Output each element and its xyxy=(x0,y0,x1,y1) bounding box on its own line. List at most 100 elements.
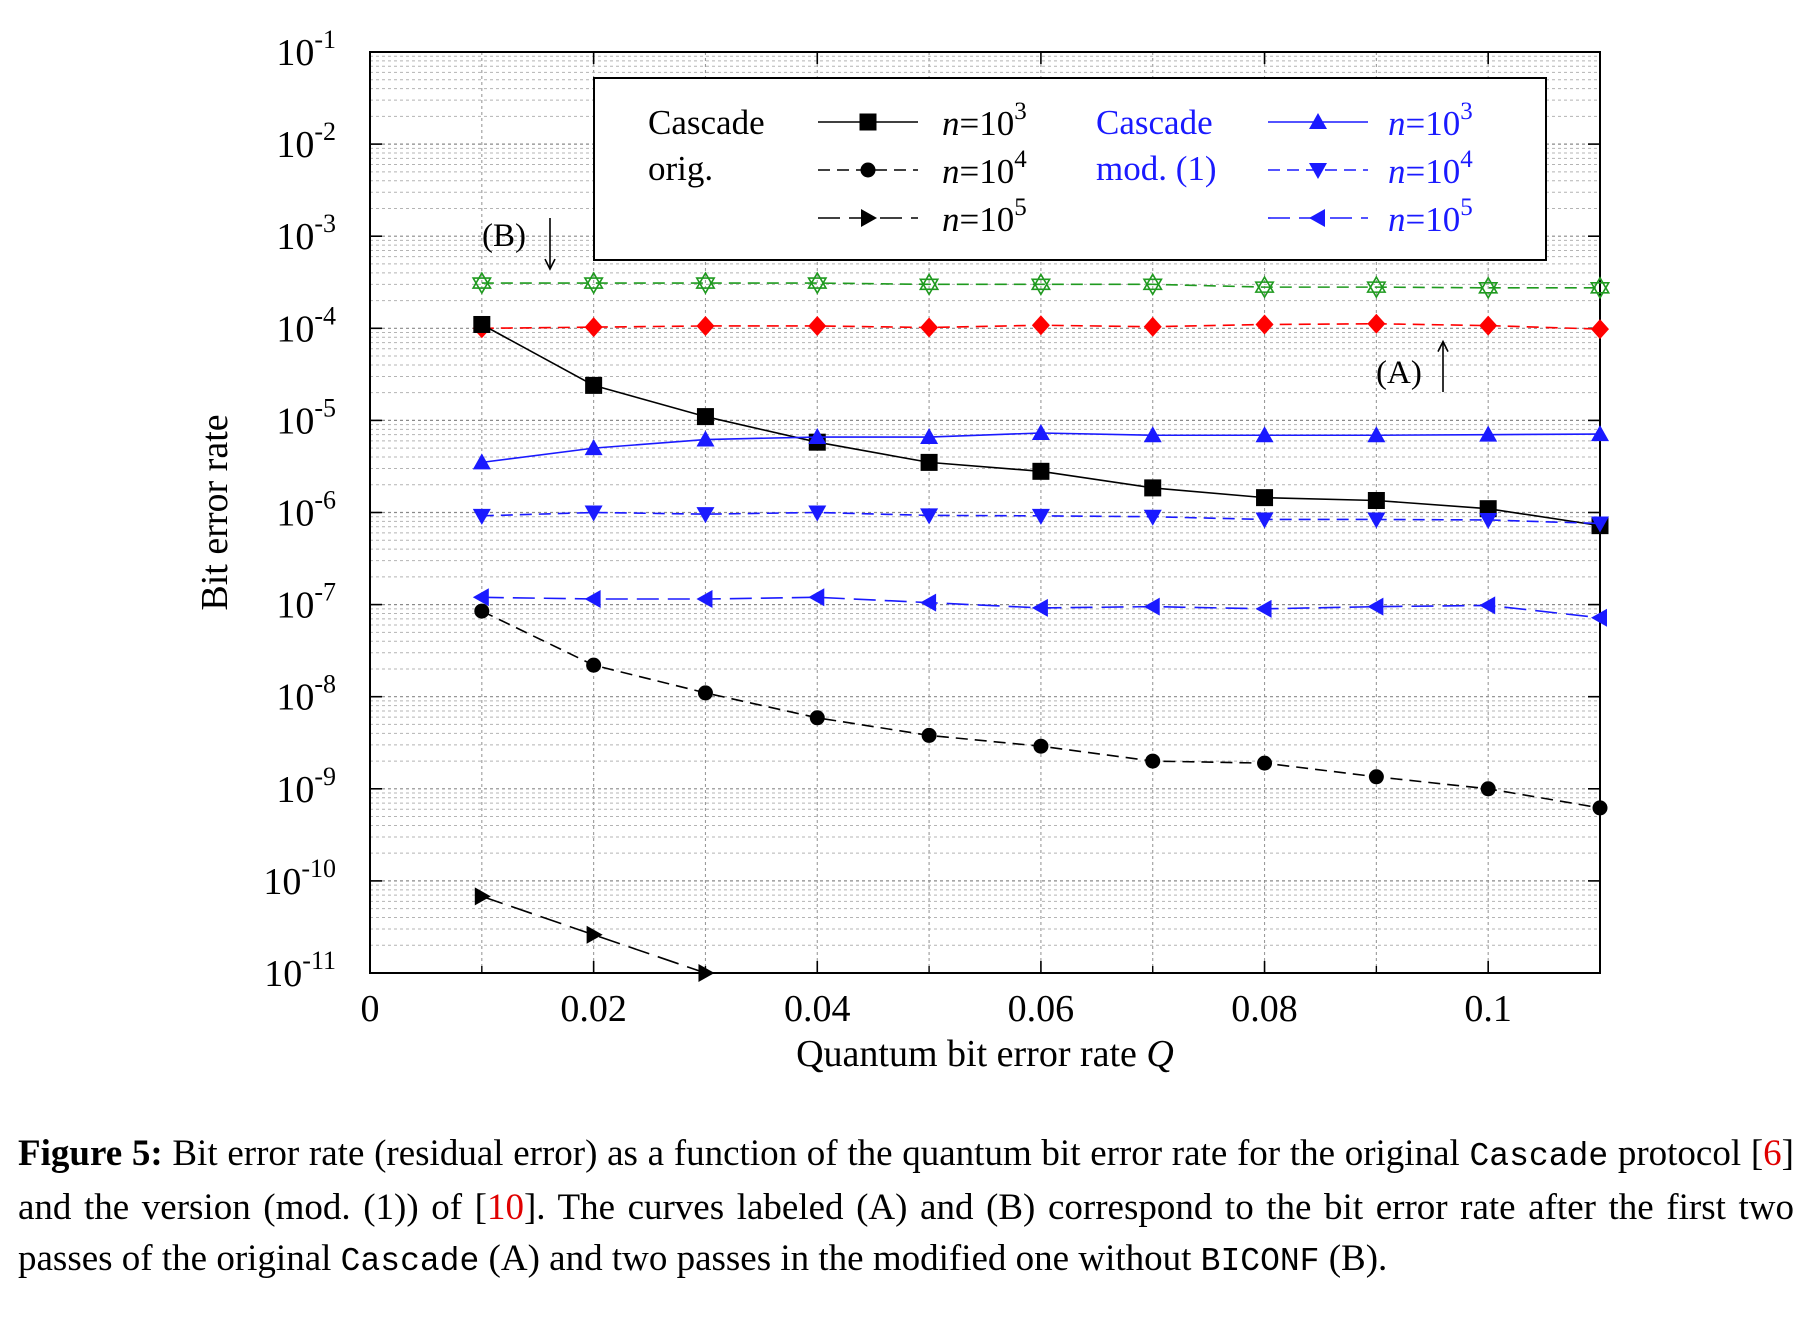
star-marker-triangle-down xyxy=(1030,278,1051,296)
y-tick-exponent: -11 xyxy=(302,946,336,975)
data-point xyxy=(698,964,715,982)
x-tick-label: 0.1 xyxy=(1464,988,1512,1030)
citation-link-6[interactable]: 6 xyxy=(1763,1133,1782,1174)
data-point xyxy=(473,315,491,333)
star-marker-triangle-down xyxy=(1589,282,1611,300)
annotation-a: (A) xyxy=(1376,339,1449,392)
figure-label: Figure 5: xyxy=(18,1133,163,1174)
legend-label: n=103 xyxy=(942,98,1027,143)
star-marker-triangle-up xyxy=(807,271,828,289)
legend-label-exponent: 4 xyxy=(1014,146,1027,173)
data-point xyxy=(1479,315,1498,336)
data-point xyxy=(1144,479,1162,497)
data-point xyxy=(1479,425,1498,442)
legend-orig-title-line1: Cascade xyxy=(648,103,765,142)
data-point xyxy=(584,505,603,522)
star-marker-triangle-up xyxy=(1030,272,1051,291)
data-point xyxy=(471,271,492,295)
legend-marker xyxy=(860,162,876,178)
legend-mod-title-line2: mod. (1) xyxy=(1096,149,1217,188)
series-2 xyxy=(474,887,715,982)
data-point xyxy=(1255,512,1274,529)
series-1 xyxy=(474,603,1608,816)
data-point xyxy=(1032,462,1050,480)
caption-code-biconf: BICONF xyxy=(1200,1243,1320,1280)
star-marker-triangle-down xyxy=(1254,281,1275,299)
series-line xyxy=(481,895,706,974)
legend-entry-3: n=103 xyxy=(1268,98,1473,143)
data-point xyxy=(808,315,827,336)
axis-ticks: 0 0.02 0.04 0.06 0.08 0.110-110-210-310-410-5… xyxy=(263,25,1601,1030)
legend-label: n=103 xyxy=(1388,98,1473,143)
legend-label-eq: =10 xyxy=(1406,200,1461,239)
star-marker-triangle-up xyxy=(1478,276,1499,294)
y-tick-label: 10-5 xyxy=(276,393,336,442)
star-marker-triangle-down xyxy=(1142,278,1163,296)
y-tick-label: 10-10 xyxy=(263,854,336,903)
y-tick-exponent: -6 xyxy=(314,486,336,515)
y-tick-base: 10 xyxy=(276,493,314,535)
caption-text-3: ] and the version (mod. (1)) of [ xyxy=(18,1133,1794,1228)
data-point xyxy=(1031,508,1050,525)
data-point xyxy=(1589,276,1611,300)
legend-entry-4: n=104 xyxy=(1268,146,1473,191)
caption-text-4: ]. The curves labeled (A) and (B) corres… xyxy=(18,1187,1794,1279)
y-tick-label: 10-4 xyxy=(276,301,336,350)
legend-label-exponent: 3 xyxy=(1014,98,1027,125)
data-point xyxy=(920,508,939,525)
data-point xyxy=(474,887,491,906)
data-point xyxy=(921,727,937,743)
annotation-b-arrowhead xyxy=(544,258,556,271)
legend-entry-2: n=105 xyxy=(818,194,1027,239)
star-marker-triangle-down xyxy=(1478,282,1499,300)
data-point xyxy=(1145,753,1161,769)
data-point xyxy=(1479,512,1498,529)
data-point xyxy=(1255,426,1274,443)
y-tick-exponent: -9 xyxy=(314,762,336,791)
y-tick-exponent: -4 xyxy=(314,301,336,330)
data-point xyxy=(696,408,714,426)
data-point xyxy=(584,590,601,609)
legend-label-eq: =10 xyxy=(960,104,1015,143)
legend-orig-title-line2: orig. xyxy=(648,149,713,188)
caption-code-cascade-2: Cascade xyxy=(340,1243,480,1280)
data-point xyxy=(1030,272,1051,296)
data-point xyxy=(920,428,939,445)
data-point xyxy=(583,271,604,295)
star-marker-triangle-down xyxy=(583,277,604,295)
y-tick-base: 10 xyxy=(276,124,314,166)
caption-code-cascade-1: Cascade xyxy=(1469,1138,1609,1175)
data-point xyxy=(472,588,489,607)
data-point xyxy=(696,507,715,524)
y-axis-label: Bit error rate xyxy=(194,414,236,610)
data-point xyxy=(1142,272,1163,296)
data-point xyxy=(696,590,713,609)
caption-text-2: protocol [ xyxy=(1608,1133,1764,1174)
series-7 xyxy=(471,271,1611,300)
citation-link-10[interactable]: 10 xyxy=(486,1187,524,1228)
data-point xyxy=(1366,275,1387,299)
legend-label: n=104 xyxy=(942,146,1027,191)
data-point xyxy=(920,453,938,471)
data-point xyxy=(585,376,603,394)
star-marker-triangle-up xyxy=(1142,272,1163,291)
annotation-a-arrowhead xyxy=(1437,339,1449,352)
legend: Cascade orig. Cascade mod. (1) n=103n=10… xyxy=(593,77,1547,261)
data-point xyxy=(808,428,827,445)
data-point xyxy=(808,588,825,607)
legend-label-var: n xyxy=(942,200,960,239)
y-tick-label: 10-11 xyxy=(264,946,336,995)
data-point xyxy=(1367,313,1386,334)
data-point xyxy=(696,315,715,336)
star-marker-triangle-down xyxy=(695,277,716,295)
y-tick-label: 10-9 xyxy=(276,762,336,811)
data-point xyxy=(1143,597,1160,616)
data-point xyxy=(1479,596,1496,615)
data-point xyxy=(1479,500,1497,518)
data-point xyxy=(1368,769,1384,785)
y-tick-exponent: -7 xyxy=(314,578,336,607)
y-tick-exponent: -2 xyxy=(314,117,336,146)
data-point xyxy=(1254,275,1275,299)
series-4 xyxy=(472,505,1609,533)
y-tick-label: 10-6 xyxy=(276,486,336,535)
